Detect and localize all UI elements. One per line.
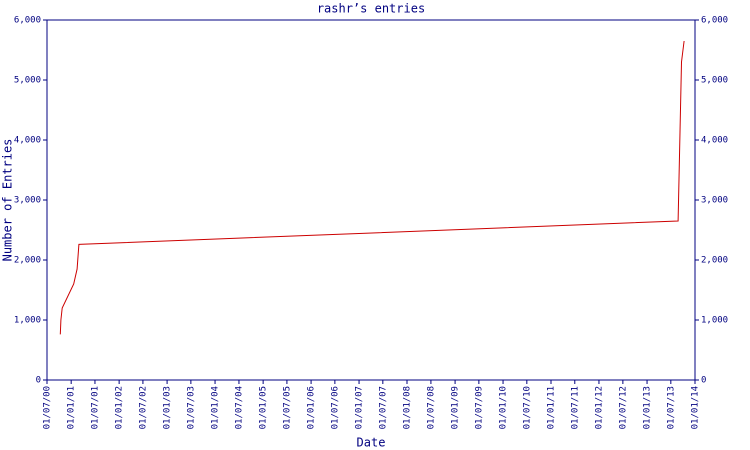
x-tick-label: 01/07/12	[618, 386, 628, 429]
x-tick-label: 01/07/10	[522, 386, 532, 429]
x-tick-label: 01/01/03	[163, 386, 173, 429]
y2-tick-label: 6,000	[701, 16, 728, 26]
y-tick-label: 4,000	[14, 136, 41, 146]
x-tick-label: 01/07/00	[43, 386, 53, 429]
x-tick-label: 01/01/07	[355, 386, 365, 429]
x-tick-label: 01/07/01	[90, 386, 100, 429]
x-tick-label: 01/01/09	[451, 386, 461, 429]
chart-title: rashr’s entries	[317, 2, 425, 16]
y2-tick-label: 0	[701, 376, 706, 386]
y-tick-label: 3,000	[14, 196, 41, 206]
y2-tick-label: 1,000	[701, 316, 728, 326]
y-tick-label: 2,000	[14, 256, 41, 266]
x-tick-label: 01/01/02	[115, 386, 125, 429]
x-tick-label: 01/01/14	[691, 386, 701, 429]
x-tick-label: 01/07/05	[282, 386, 292, 429]
x-tick-label: 01/07/06	[330, 386, 340, 429]
y-tick-label: 5,000	[14, 76, 41, 86]
x-tick-label: 01/07/09	[474, 386, 484, 429]
x-tick-label: 01/01/12	[594, 386, 604, 429]
y2-tick-label: 4,000	[701, 136, 728, 146]
x-tick-label: 01/01/08	[403, 386, 413, 429]
x-tick-label: 01/01/13	[643, 386, 653, 429]
x-tick-label: 01/07/13	[666, 386, 676, 429]
x-tick-label: 01/07/03	[186, 386, 196, 429]
data-line	[59, 40, 685, 335]
y2-tick-label: 3,000	[701, 196, 728, 206]
y-tick-label: 0	[36, 376, 41, 386]
x-tick-label: 01/01/10	[499, 386, 509, 429]
x-tick-label: 01/01/04	[211, 386, 221, 429]
y-axis-label: Number of Entries	[1, 139, 15, 262]
x-tick-label: 01/01/01	[67, 386, 77, 429]
y2-tick-label: 2,000	[701, 256, 728, 266]
x-tick-label: 01/07/04	[234, 386, 244, 429]
y-tick-label: 1,000	[14, 316, 41, 326]
x-tick-label: 01/01/11	[547, 386, 557, 429]
y-tick-label: 6,000	[14, 16, 41, 26]
x-tick-label: 01/01/05	[259, 386, 269, 429]
x-tick-label: 01/07/11	[570, 386, 580, 429]
x-tick-label: 01/01/06	[307, 386, 317, 429]
x-tick-label: 01/07/02	[138, 386, 148, 429]
y2-tick-label: 5,000	[701, 76, 728, 86]
x-tick-label: 01/07/07	[378, 386, 388, 429]
x-tick-label: 01/07/08	[426, 386, 436, 429]
x-axis-label: Date	[357, 436, 386, 450]
